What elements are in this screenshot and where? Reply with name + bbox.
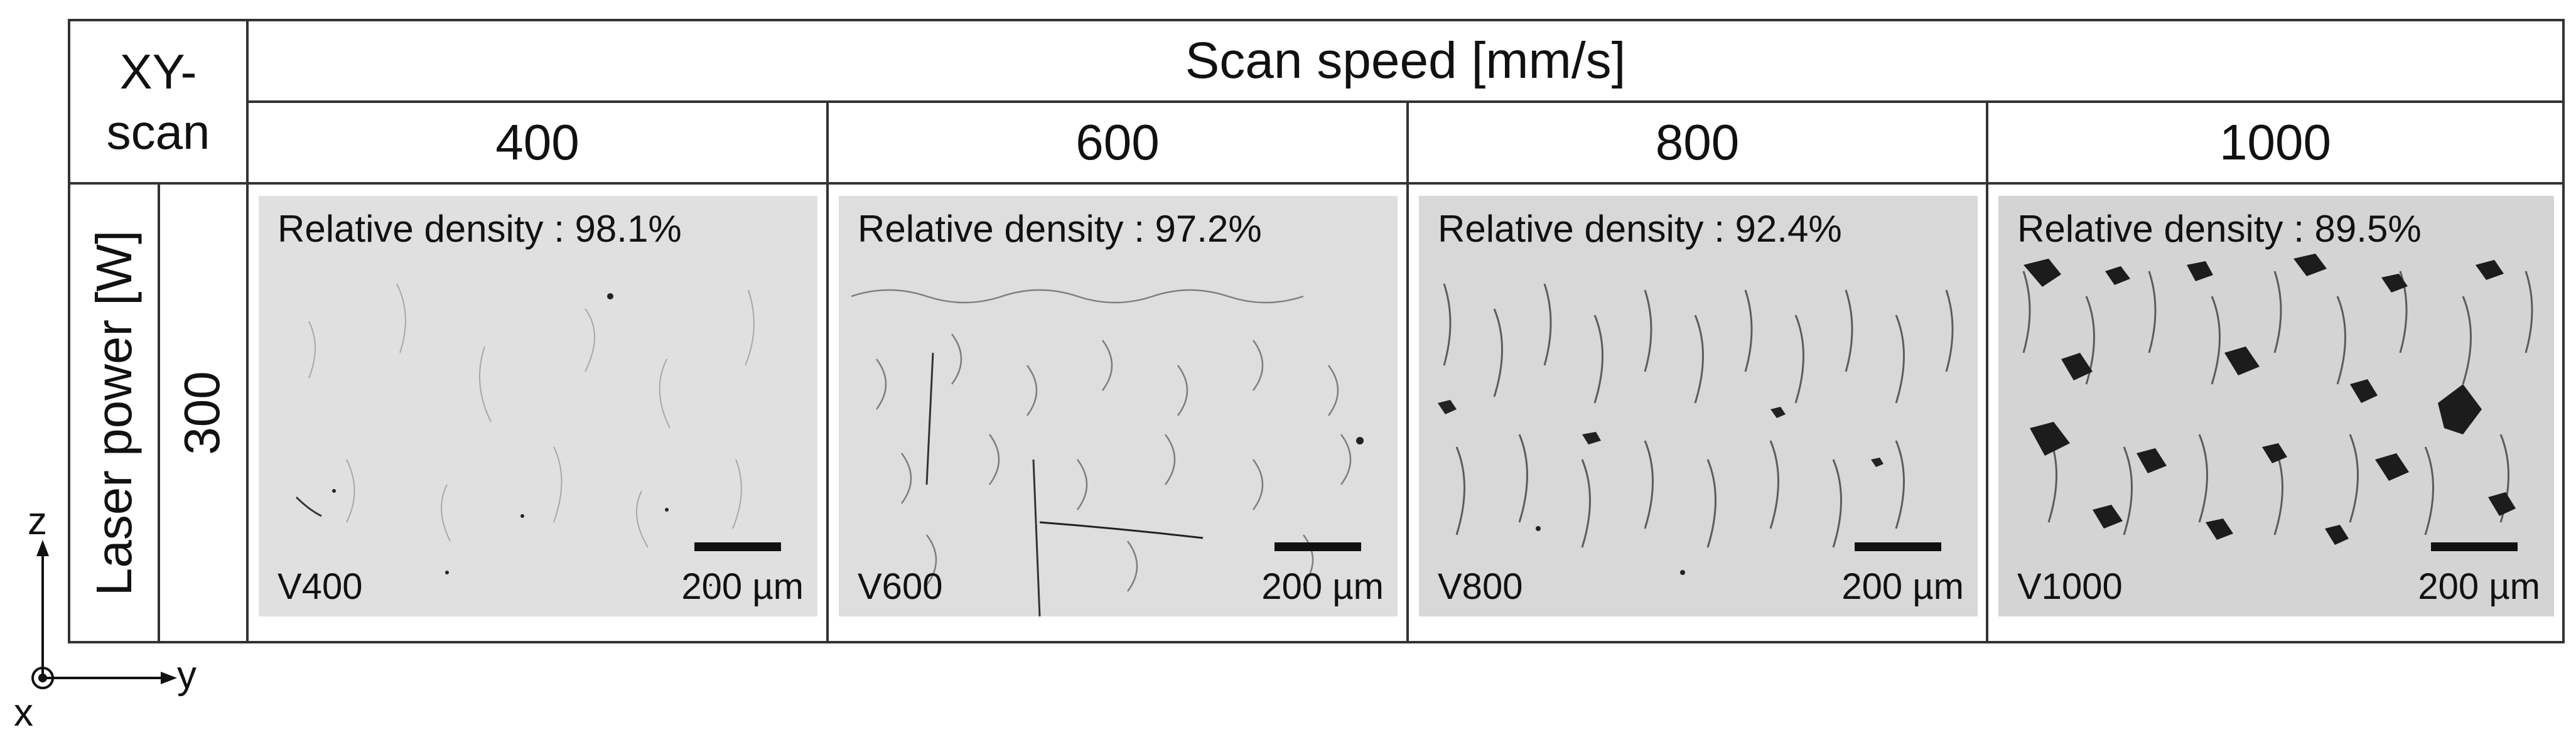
density-v800: Relative density : 92.4% (1438, 208, 1842, 250)
divider-col-1 (826, 100, 829, 643)
speed-1000: 1000 (2219, 114, 2331, 170)
speed-400: 400 (495, 114, 579, 170)
scale-bar-v600 (1275, 542, 1361, 551)
label-v600: V600 (858, 566, 943, 607)
label-v1000: V1000 (2017, 566, 2123, 607)
scale-bar-v1000 (2431, 542, 2518, 551)
micrograph-texture (295, 283, 755, 586)
divider-values (68, 182, 2565, 185)
axis-y-label: y (177, 653, 197, 697)
speed-600: 600 (1075, 114, 1160, 170)
micrograph-v1000: Relative density : 89.5% V1000 200 µm (1998, 196, 2554, 616)
axis-z-label: z (28, 500, 47, 543)
scale-v1000: 200 µm (2418, 566, 2540, 607)
scale-bar-v400 (694, 542, 781, 551)
divider-col-3 (1986, 100, 1988, 643)
density-v1000: Relative density : 89.5% (2017, 208, 2422, 250)
micrograph-texture (1438, 283, 1954, 575)
axis-glyph (31, 540, 177, 689)
density-v600: Relative density : 97.2% (858, 208, 1262, 250)
scale-v400: 200 µm (681, 566, 804, 607)
micrograph-v400: Relative density : 98.1% V400 200 µm (259, 196, 817, 616)
density-v400: Relative density : 98.1% (278, 208, 682, 250)
axis-x-label: x (14, 691, 33, 734)
corner-cell: XY- scan (70, 21, 246, 182)
corner-line2: scan (106, 104, 210, 159)
micrograph-v800: Relative density : 92.4% V800 200 µm (1419, 196, 1978, 616)
scale-v600: 200 µm (1261, 566, 1384, 607)
micrograph-v600: Relative density : 97.2% V600 200 µm (839, 196, 1398, 616)
divider-col-2 (1406, 100, 1409, 643)
laser-power-value: 300 (174, 371, 230, 455)
speed-header: Scan speed [mm/s] (1185, 32, 1626, 89)
divider-corner (246, 19, 249, 643)
micrograph-texture (851, 289, 1364, 616)
micrograph-texture (2022, 254, 2533, 545)
scale-v800: 200 µm (1841, 566, 1964, 607)
figure-table (68, 19, 2565, 643)
label-v400: V400 (278, 566, 363, 607)
divider-speed (247, 100, 2565, 103)
speed-800: 800 (1655, 114, 1740, 170)
corner-line1: XY- (119, 44, 197, 99)
scale-bar-v800 (1855, 542, 1941, 551)
divider-power (158, 182, 160, 643)
label-v800: V800 (1438, 566, 1523, 607)
